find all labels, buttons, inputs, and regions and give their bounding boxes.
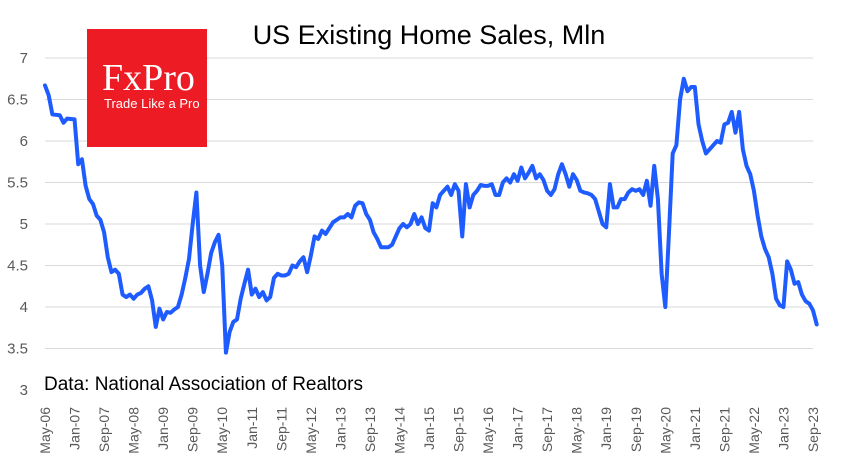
x-tick-label: Sep-07 — [96, 407, 112, 452]
y-tick-label: 7 — [20, 50, 28, 67]
x-tick-label: Sep-21 — [716, 407, 732, 452]
x-tick-label: Jan-11 — [244, 407, 260, 449]
fxpro-logo: FxPro Trade Like a Pro — [87, 29, 207, 147]
y-axis-ticks: 3 3.5 4 4.5 5 5.5 6 6.5 7 — [7, 50, 28, 399]
chart-title: US Existing Home Sales, Mln — [253, 20, 606, 50]
series-layer — [43, 76, 819, 355]
y-tick-label: 6 — [20, 133, 28, 150]
x-tick-label: May-18 — [569, 407, 585, 454]
x-tick-label: May-16 — [480, 407, 496, 454]
x-tick-label: Sep-15 — [451, 407, 467, 452]
x-tick-label: Jan-07 — [67, 407, 83, 450]
x-tick-label: May-08 — [126, 407, 142, 454]
x-tick-label: Sep-13 — [362, 407, 378, 452]
y-tick-label: 4 — [20, 299, 28, 316]
y-tick-label: 6.5 — [7, 92, 28, 109]
x-tick-label: Sep-19 — [628, 407, 644, 452]
x-tick-label: Jan-23 — [775, 407, 791, 450]
logo-background — [87, 29, 207, 147]
x-tick-label: Sep-17 — [539, 407, 555, 452]
x-tick-label: May-12 — [303, 407, 319, 454]
x-tick-label: Jan-13 — [332, 407, 348, 450]
x-axis-ticks: May-06 Jan-07 Sep-07 May-08 Jan-09 Sep-09 May-… — [37, 407, 821, 454]
x-tick-label: Jan-21 — [687, 407, 703, 450]
y-tick-label: 5.5 — [7, 175, 28, 192]
y-tick-label: 5 — [20, 216, 28, 233]
x-tick-label: May-06 — [37, 407, 53, 454]
x-tick-label: Jan-17 — [510, 407, 526, 450]
x-tick-label: May-20 — [657, 407, 673, 454]
logo-name: FxPro — [102, 57, 195, 99]
x-tick-label: Jan-19 — [598, 407, 614, 450]
x-tick-label: Jan-09 — [155, 407, 171, 450]
x-tick-label: Sep-09 — [185, 407, 201, 452]
x-tick-label: May-10 — [214, 407, 230, 454]
x-tick-label: May-14 — [391, 407, 407, 454]
x-tick-label: Sep-23 — [805, 407, 821, 452]
logo-tagline: Trade Like a Pro — [104, 96, 200, 111]
y-tick-label: 3 — [20, 382, 28, 399]
y-tick-label: 4.5 — [7, 258, 28, 275]
x-tick-label: Sep-11 — [273, 407, 289, 451]
x-tick-label: Jan-15 — [421, 407, 437, 450]
y-tick-label: 3.5 — [7, 341, 28, 358]
data-source: Data: National Association of Realtors — [44, 374, 363, 395]
series-line — [43, 76, 819, 355]
x-tick-label: May-22 — [746, 407, 762, 454]
